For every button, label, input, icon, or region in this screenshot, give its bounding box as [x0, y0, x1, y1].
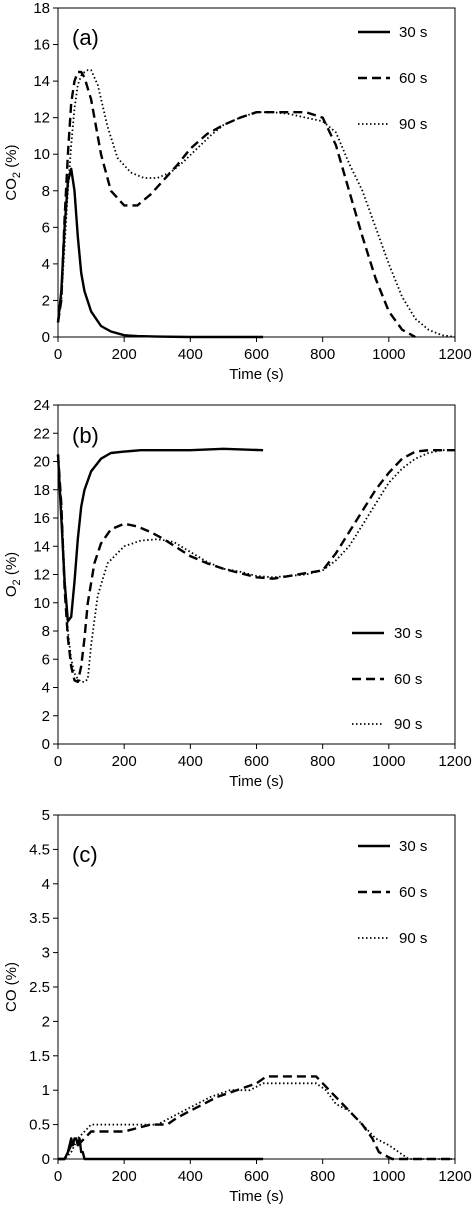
y-tick-label-b-8: 16	[33, 510, 50, 527]
x-tick-label-c-1: 200	[112, 1168, 137, 1185]
y-tick-label-c-4: 2	[42, 1013, 50, 1030]
legend-label-c-1: 60 s	[399, 884, 427, 901]
y-axis-label-sub-a: 2	[11, 172, 23, 178]
y-tick-label-c-10: 5	[42, 807, 50, 824]
x-tick-label-c-6: 1200	[438, 1168, 471, 1185]
series-line-b-60s	[56, 449, 455, 684]
y-tick-label-b-4: 8	[42, 623, 50, 640]
chart-panel-b: 0 2 4 6 8 10 12 14 16 18 20 22 24 0 200 400 600 800 1000 12…	[0, 395, 474, 805]
x-tick-label-b-1: 200	[112, 753, 137, 770]
plot-frame-c	[57, 814, 456, 1160]
y-tick-label-c-7: 3.5	[29, 910, 50, 927]
y-tick-label-b-6: 12	[33, 567, 50, 584]
x-tick-label-b-5: 1000	[372, 753, 405, 770]
x-axis-label-a: Time (s)	[229, 366, 283, 383]
x-tick-label-b-0: 0	[54, 753, 62, 770]
chart-a-svg: 0 2 4 6 8 10 12 14 16 18 0 200 400 600 800 1000 1200 Time…	[3, 0, 472, 383]
y-tick-label-c-6: 3	[42, 945, 50, 962]
y-axis-label-a: CO2 (%)	[3, 144, 23, 200]
panel-label-b: (b)	[72, 423, 99, 448]
y-axis-label-main-b: O	[3, 585, 20, 597]
chart-panel-a: 0 2 4 6 8 10 12 14 16 18 0 200 400 600 800 1000 1200 Time…	[0, 0, 474, 400]
y-tick-label-a-7: 14	[33, 73, 50, 90]
x-tick-label-b-3: 600	[244, 753, 269, 770]
y-tick-label-b-1: 2	[42, 708, 50, 725]
x-tick-label-a-5: 1000	[372, 346, 405, 363]
series-line-c-30s	[58, 1137, 264, 1161]
y-tick-label-a-0: 0	[42, 329, 50, 346]
legend-label-a-0: 30 s	[399, 24, 427, 41]
y-tick-label-a-8: 16	[33, 37, 50, 54]
y-tick-label-c-0: 0	[42, 1151, 50, 1168]
y-tick-label-a-6: 12	[33, 110, 50, 127]
y-axis-label-main-a: CO	[3, 178, 20, 201]
y-axis-label-main-c: CO	[3, 990, 20, 1013]
x-tick-label-b-6: 1200	[438, 753, 471, 770]
y-axis-label-unit-a: (%)	[3, 144, 20, 172]
y-tick-label-a-2: 4	[42, 256, 50, 273]
panel-label-a: (a)	[72, 25, 99, 50]
series-line-b-30s	[56, 447, 264, 623]
y-tick-label-b-7: 14	[33, 538, 50, 555]
legend-label-b-2: 90 s	[394, 716, 422, 733]
y-tick-label-b-10: 20	[33, 454, 50, 471]
series-line-b-90s	[57, 449, 455, 683]
y-tick-label-c-3: 1.5	[29, 1048, 50, 1065]
x-tick-label-a-0: 0	[54, 346, 62, 363]
y-tick-label-c-2: 1	[42, 1082, 50, 1099]
plot-frame-b	[57, 404, 456, 745]
plot-frame-a	[57, 7, 456, 338]
series-line-a-90s	[57, 69, 456, 338]
y-axis-label-c: CO (%)	[3, 962, 20, 1012]
y-tick-label-c-5: 2.5	[29, 979, 50, 996]
y-axis-label-unit-b: (%)	[3, 552, 20, 580]
x-tick-label-a-1: 200	[112, 346, 137, 363]
series-line-c-90s	[58, 1082, 455, 1160]
y-tick-label-a-3: 6	[42, 219, 50, 236]
y-tick-label-b-5: 10	[33, 595, 50, 612]
x-tick-label-c-4: 800	[310, 1168, 335, 1185]
y-tick-label-b-9: 18	[33, 482, 50, 499]
legend-label-a-2: 90 s	[399, 116, 427, 133]
panel-label-c: (c)	[72, 842, 98, 867]
y-axis-label-unit-c: (%)	[3, 962, 20, 990]
legend-label-c-0: 30 s	[399, 838, 427, 855]
series-line-a-30s	[56, 167, 264, 339]
series-line-c-60s	[58, 1075, 455, 1161]
y-tick-label-b-3: 6	[42, 651, 50, 668]
x-tick-label-c-0: 0	[54, 1168, 62, 1185]
series-line-a-60s	[56, 70, 416, 339]
legend-label-a-1: 60 s	[399, 70, 427, 87]
x-tick-label-b-4: 800	[310, 753, 335, 770]
x-tick-label-c-2: 400	[178, 1168, 203, 1185]
legend-label-b-0: 30 s	[394, 625, 422, 642]
y-axis-label-b: O2 (%)	[3, 552, 23, 597]
x-tick-label-a-4: 800	[310, 346, 335, 363]
y-tick-label-c-9: 4.5	[29, 841, 50, 858]
y-axis-label-sub-b: 2	[11, 579, 23, 585]
y-tick-label-a-1: 2	[42, 292, 50, 309]
x-tick-label-c-5: 1000	[372, 1168, 405, 1185]
x-tick-label-b-2: 400	[178, 753, 203, 770]
legend-label-c-2: 90 s	[399, 930, 427, 947]
y-tick-label-b-11: 22	[33, 425, 50, 442]
x-tick-label-a-6: 1200	[438, 346, 471, 363]
x-tick-label-a-2: 400	[178, 346, 203, 363]
y-tick-label-c-1: 0.5	[29, 1117, 50, 1134]
y-tick-label-b-12: 24	[33, 397, 50, 414]
chart-c-svg: 0 0.5 1 1.5 2 2.5 3 3.5 4 4.5 5 0 200 400 600 800 1000 12…	[3, 807, 472, 1205]
y-tick-label-c-8: 4	[42, 876, 50, 893]
y-tick-label-b-0: 0	[42, 736, 50, 753]
y-tick-label-b-2: 4	[42, 680, 50, 697]
y-tick-label-a-9: 18	[33, 0, 50, 17]
x-axis-label-c: Time (s)	[229, 1188, 283, 1205]
legend-label-b-1: 60 s	[394, 671, 422, 688]
x-tick-label-c-3: 600	[244, 1168, 269, 1185]
y-tick-label-a-5: 10	[33, 146, 50, 163]
y-tick-label-a-4: 8	[42, 183, 50, 200]
x-axis-label-b: Time (s)	[229, 773, 283, 790]
chart-panel-c: 0 0.5 1 1.5 2 2.5 3 3.5 4 4.5 5 0 200 400 600 800 1000 12…	[0, 805, 474, 1211]
x-tick-label-a-3: 600	[244, 346, 269, 363]
